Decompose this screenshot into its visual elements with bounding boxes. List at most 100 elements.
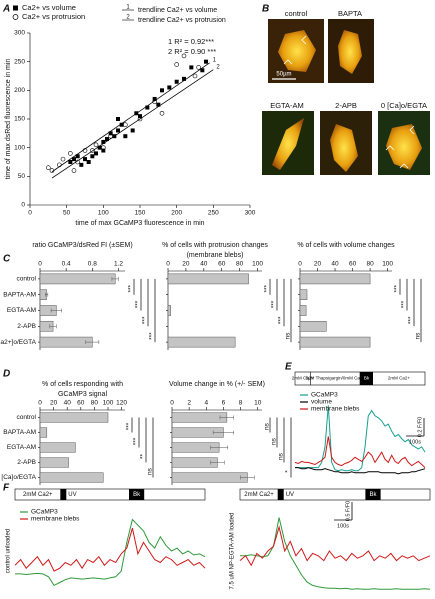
event-box bbox=[129, 489, 145, 500]
point bbox=[90, 148, 95, 153]
panel-letter: A bbox=[2, 4, 10, 15]
category-label: EGTA-AM bbox=[7, 444, 36, 451]
legend-label: GCaMP3 bbox=[31, 509, 58, 516]
image-label: EGTA-AM bbox=[270, 101, 304, 110]
event-label: UV bbox=[68, 492, 76, 498]
trendline-number: 1 bbox=[213, 57, 217, 63]
bar bbox=[171, 472, 248, 483]
significance-label: *** bbox=[394, 284, 401, 292]
x-tick-label: 0 bbox=[166, 261, 170, 268]
legend-label: membrane blebs bbox=[311, 406, 360, 413]
x-tick-label: 120 bbox=[116, 400, 127, 407]
significance-label: ns bbox=[415, 332, 422, 340]
x-tick-label: 80 bbox=[236, 261, 244, 268]
x-tick-label: 4 bbox=[204, 400, 208, 407]
event-label: 5µM Thapsigargin/0mM Ca2+ bbox=[306, 376, 366, 381]
point bbox=[196, 65, 201, 70]
x-tick-label: 50 bbox=[63, 210, 71, 217]
point bbox=[68, 160, 73, 164]
chart-title: % of cells with protrusion changes bbox=[162, 242, 268, 249]
event-label: UV bbox=[286, 492, 294, 498]
point bbox=[75, 159, 80, 165]
point bbox=[152, 99, 157, 105]
significance-label: *** bbox=[149, 332, 156, 340]
event-label: 2mM Ca2+ bbox=[23, 492, 53, 498]
legend-marker bbox=[12, 14, 19, 20]
legend-label: Ca2+ vs protrusion bbox=[22, 12, 85, 21]
bar bbox=[299, 336, 371, 348]
x-tick-label: 40 bbox=[200, 261, 208, 268]
event-label: Bk bbox=[369, 492, 377, 498]
x-tick-label: 100 bbox=[98, 210, 109, 217]
point bbox=[182, 76, 186, 81]
x-tick-label: 100 bbox=[382, 261, 393, 268]
panel-letter: F bbox=[3, 483, 10, 494]
trendline bbox=[51, 69, 214, 179]
point bbox=[86, 160, 91, 164]
category-label: 2-APB bbox=[17, 459, 36, 466]
annotation: 2 R² = 0.90 *** bbox=[168, 47, 216, 56]
x-tick-label: 60 bbox=[349, 261, 357, 268]
category-label: control bbox=[16, 276, 36, 283]
point bbox=[134, 111, 139, 116]
point bbox=[49, 168, 55, 173]
scale-label-y: 0.5 F/F0 bbox=[345, 501, 351, 521]
point bbox=[105, 137, 109, 142]
point bbox=[130, 128, 135, 133]
point bbox=[94, 151, 98, 156]
cell bbox=[330, 124, 358, 172]
event-label: 2mM Ca2+ bbox=[244, 492, 274, 498]
point bbox=[145, 105, 150, 110]
annotation: 1 R² = 0.92*** bbox=[168, 37, 214, 46]
error-bar bbox=[50, 308, 62, 313]
x-tick-label: 0.8 bbox=[88, 261, 97, 268]
significance-label: ** bbox=[140, 454, 147, 460]
point bbox=[46, 165, 51, 171]
significance-label: *** bbox=[133, 437, 140, 445]
legend-label: trendline Ca2+ vs protrusion bbox=[138, 17, 226, 24]
trace bbox=[14, 527, 206, 572]
bar bbox=[167, 305, 171, 316]
x-tick-label: 0 bbox=[28, 210, 32, 217]
category-label: control bbox=[16, 414, 36, 421]
chart-title: % of cells with volume changes bbox=[297, 242, 395, 249]
significance-label: ns bbox=[264, 422, 271, 430]
chart-title: (membrane blebs) bbox=[187, 252, 244, 259]
point bbox=[167, 85, 172, 90]
legend-label: volume bbox=[311, 399, 332, 406]
y-axis-label: time of max dsRed fluorescence in min bbox=[5, 59, 12, 180]
chart-title: ratio GCaMP3/dsRed FI (±SEM) bbox=[32, 242, 132, 249]
event-label: Bk bbox=[364, 376, 370, 381]
significance-label: * bbox=[285, 470, 292, 473]
image-label: control bbox=[285, 9, 308, 18]
bar bbox=[167, 336, 236, 348]
y-tick-label: 300 bbox=[14, 30, 25, 37]
point bbox=[82, 148, 88, 153]
x-tick-label: 8 bbox=[239, 400, 243, 407]
legend-number: 1 bbox=[126, 5, 130, 11]
x-tick-label: 250 bbox=[208, 210, 219, 217]
chart-title: % of cells responding with bbox=[42, 381, 123, 388]
event-box bbox=[360, 372, 373, 385]
x-tick-label: 0 bbox=[170, 400, 174, 407]
arrowhead bbox=[385, 145, 395, 151]
point bbox=[83, 157, 87, 162]
x-tick-label: 40 bbox=[331, 261, 339, 268]
trace bbox=[239, 525, 431, 567]
error-bar bbox=[219, 415, 234, 420]
scale-label-x: 100s bbox=[409, 439, 421, 445]
point bbox=[152, 96, 157, 101]
x-tick-label: 0 bbox=[38, 261, 42, 268]
image-label: 2-APB bbox=[335, 101, 357, 110]
bar bbox=[39, 457, 69, 468]
x-axis-label: time of max GCaMP3 fluorescence in min bbox=[75, 220, 204, 227]
x-tick-label: 6 bbox=[222, 400, 226, 407]
x-tick-label: 2 bbox=[187, 400, 191, 407]
bar bbox=[299, 273, 371, 285]
panel-letter: E bbox=[285, 362, 292, 373]
point bbox=[137, 116, 143, 122]
significance-label: *** bbox=[135, 300, 142, 308]
point bbox=[189, 65, 194, 70]
significance-label: *** bbox=[408, 316, 415, 324]
category-label: BAPTA-AM bbox=[3, 291, 36, 298]
